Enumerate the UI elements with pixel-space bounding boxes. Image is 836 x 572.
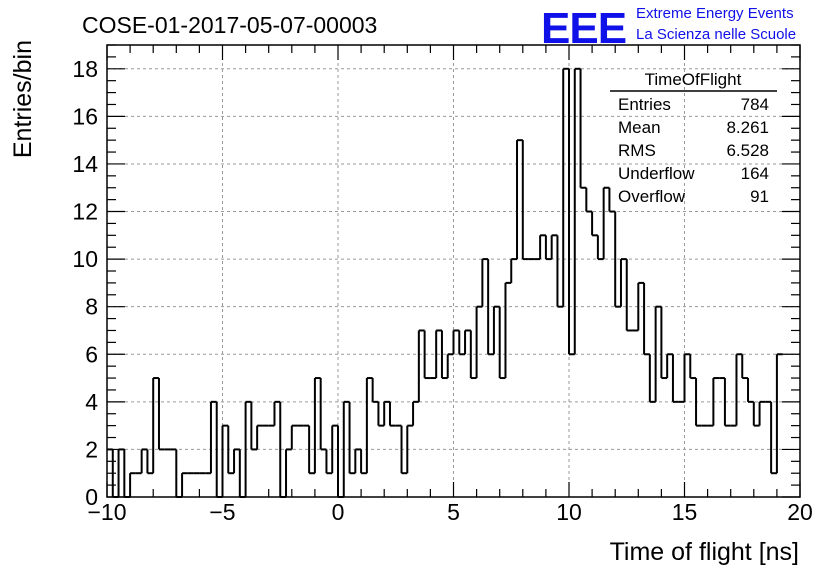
y-tick-label: 4 bbox=[85, 389, 98, 415]
x-tick-label: 0 bbox=[332, 499, 345, 525]
stats-value-entries: 784 bbox=[741, 95, 769, 114]
y-tick-label: 18 bbox=[72, 56, 98, 82]
y-tick-label: 10 bbox=[72, 246, 98, 272]
y-tick-label: 14 bbox=[72, 151, 98, 177]
y-tick-label: 2 bbox=[85, 436, 98, 462]
stats-label-overflow: Overflow bbox=[618, 187, 686, 206]
y-tick-label: 16 bbox=[72, 103, 98, 129]
stats-label-underflow: Underflow bbox=[618, 164, 695, 183]
stats-label-entries: Entries bbox=[618, 95, 671, 114]
y-axis-title: Entries/bin bbox=[9, 40, 37, 158]
x-tick-label: 20 bbox=[787, 499, 813, 525]
x-axis-title: Time of flight [ns] bbox=[610, 538, 799, 566]
y-tick-labels: 0 2 4 6 8 10 12 14 16 18 bbox=[72, 56, 98, 510]
stats-value-rms: 6.528 bbox=[726, 141, 769, 160]
stats-value-overflow: 91 bbox=[750, 187, 769, 206]
x-tick-label: 15 bbox=[672, 499, 698, 525]
chart-title: COSE-01-2017-05-07-00003 bbox=[82, 12, 377, 38]
org-name-line2: La Scienza nelle Scuole bbox=[636, 26, 796, 43]
org-name-line1: Extreme Energy Events bbox=[636, 5, 794, 22]
y-tick-label: 8 bbox=[85, 294, 98, 320]
stats-box-title: TimeOfFlight bbox=[645, 70, 742, 89]
y-tick-label: 6 bbox=[85, 341, 98, 367]
stats-value-underflow: 164 bbox=[741, 164, 769, 183]
axis-ticks bbox=[106, 44, 801, 498]
x-tick-label: 5 bbox=[447, 499, 460, 525]
histogram-series bbox=[107, 67, 783, 498]
x-tick-label: −5 bbox=[209, 499, 235, 525]
y-tick-label: 0 bbox=[85, 484, 98, 510]
stats-label-rms: RMS bbox=[618, 141, 656, 160]
stats-label-mean: Mean bbox=[618, 118, 661, 137]
x-tick-labels: −10 −5 0 5 10 15 20 bbox=[87, 499, 812, 525]
stats-value-mean: 8.261 bbox=[726, 118, 769, 137]
y-tick-label: 12 bbox=[72, 199, 98, 225]
stats-box: TimeOfFlight Entries 784 Mean 8.261 RMS … bbox=[610, 70, 777, 206]
x-tick-label: −10 bbox=[87, 499, 126, 525]
x-tick-label: 10 bbox=[556, 499, 582, 525]
